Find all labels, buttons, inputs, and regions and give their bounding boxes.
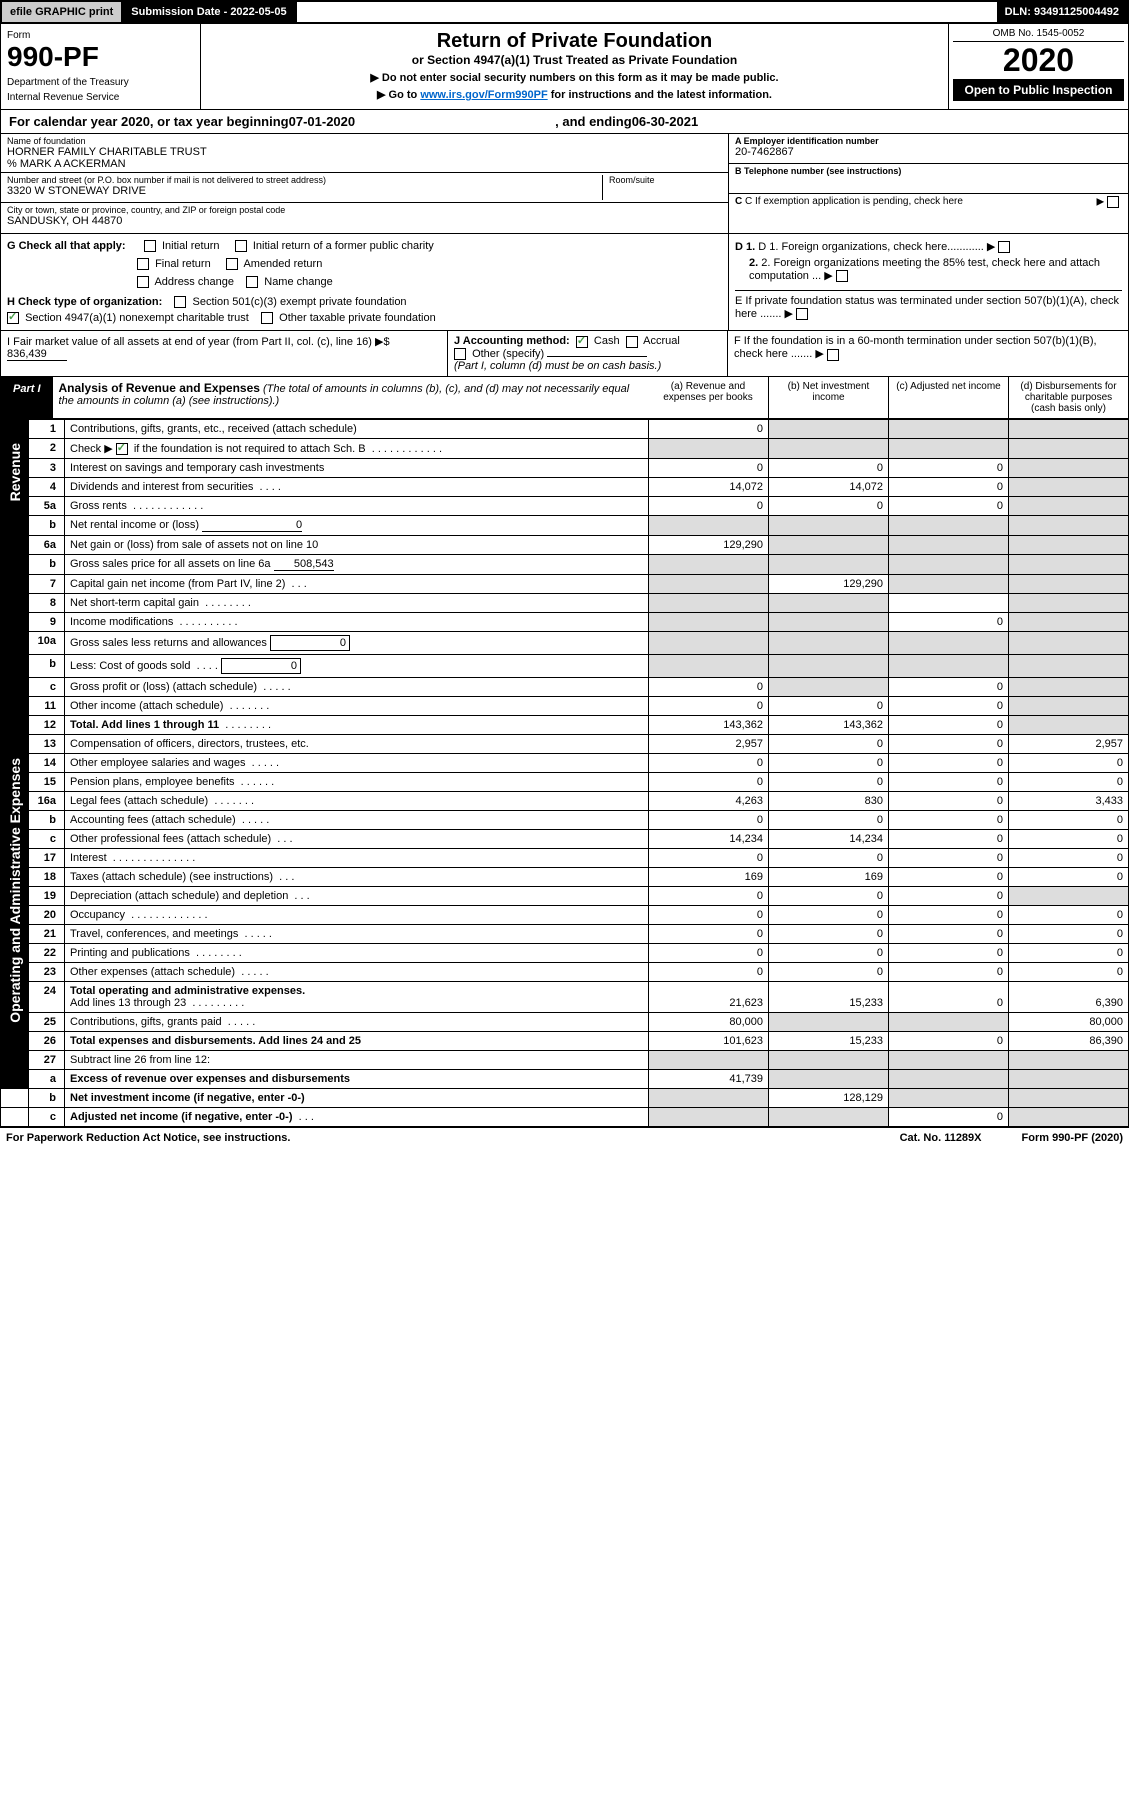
city-state-zip: SANDUSKY, OH 44870 [7, 215, 722, 227]
part1-label: Part I [1, 377, 53, 418]
part1-table: Revenue 1Contributions, gifts, grants, e… [0, 419, 1129, 1127]
cash-checkbox[interactable] [576, 336, 588, 348]
col-b-header: (b) Net investment income [768, 377, 888, 418]
h-label: H Check type of organization: [7, 296, 162, 308]
form-number: 990-PF [7, 41, 194, 73]
part1-title: Analysis of Revenue and Expenses [59, 381, 260, 395]
amended-return-checkbox[interactable] [226, 258, 238, 270]
g-label: G Check all that apply: [7, 240, 126, 252]
ssn-warning: ▶ Do not enter social security numbers o… [207, 71, 942, 84]
4947-checkbox[interactable] [7, 312, 19, 324]
d2-checkbox[interactable] [836, 270, 848, 282]
cat-number: Cat. No. 11289X [900, 1132, 982, 1144]
final-return-checkbox[interactable] [137, 258, 149, 270]
address-change-checkbox[interactable] [137, 276, 149, 288]
efile-print-button[interactable]: efile GRAPHIC print [2, 2, 123, 22]
goto-link-line: ▶ Go to www.irs.gov/Form990PF for instru… [207, 88, 942, 101]
f-label: F If the foundation is in a 60-month ter… [734, 335, 1097, 360]
page-footer: For Paperwork Reduction Act Notice, see … [0, 1127, 1129, 1148]
exemption-pending: C C If exemption application is pending,… [735, 196, 963, 207]
name-change-checkbox[interactable] [246, 276, 258, 288]
ein: 20-7462867 [735, 146, 1122, 158]
fmv-section: I Fair market value of all assets at end… [0, 331, 1129, 376]
omb-number: OMB No. 1545-0052 [953, 28, 1124, 42]
form-label: Form [7, 30, 194, 41]
schb-checkbox[interactable] [116, 443, 128, 455]
irs-link[interactable]: www.irs.gov/Form990PF [420, 89, 547, 101]
d1-checkbox[interactable] [998, 241, 1010, 253]
foundation-name-label: Name of foundation [7, 136, 722, 146]
initial-return-checkbox[interactable] [144, 240, 156, 252]
room-label: Room/suite [609, 175, 722, 185]
form-ref: Form 990-PF (2020) [1022, 1132, 1123, 1144]
cash-basis-note: (Part I, column (d) must be on cash basi… [454, 360, 661, 372]
revenue-label: Revenue [7, 423, 23, 521]
exemption-checkbox[interactable] [1107, 196, 1119, 208]
fmv-label: I Fair market value of all assets at end… [7, 336, 390, 348]
address-label: Number and street (or P.O. box number if… [7, 175, 602, 185]
e-checkbox[interactable] [796, 308, 808, 320]
part1-header: Part I Analysis of Revenue and Expenses … [0, 377, 1129, 419]
d2-label: 2. Foreign organizations meeting the 85%… [749, 257, 1100, 282]
d1-label: D 1. Foreign organizations, check here..… [758, 241, 984, 253]
col-c-header: (c) Adjusted net income [888, 377, 1008, 418]
other-taxable-checkbox[interactable] [261, 312, 273, 324]
foundation-name: HORNER FAMILY CHARITABLE TRUST [7, 146, 722, 158]
dept-treasury: Department of the Treasury [7, 77, 194, 88]
calendar-year-row: For calendar year 2020, or tax year begi… [0, 110, 1129, 134]
city-label: City or town, state or province, country… [7, 205, 722, 215]
dln: DLN: 93491125004492 [997, 2, 1127, 22]
street-address: 3320 W STONEWAY DRIVE [7, 185, 602, 197]
form-subtitle: or Section 4947(a)(1) Trust Treated as P… [207, 53, 942, 67]
col-d-header: (d) Disbursements for charitable purpose… [1008, 377, 1128, 418]
501c3-checkbox[interactable] [174, 296, 186, 308]
other-method-checkbox[interactable] [454, 348, 466, 360]
f-checkbox[interactable] [827, 349, 839, 361]
fmv-value: 836,439 [7, 348, 67, 361]
irs: Internal Revenue Service [7, 92, 194, 103]
public-inspection: Open to Public Inspection [953, 79, 1124, 101]
ein-label: A Employer identification number [735, 136, 1122, 146]
expenses-label: Operating and Administrative Expenses [7, 738, 23, 1043]
paperwork-notice: For Paperwork Reduction Act Notice, see … [6, 1132, 290, 1144]
topbar: efile GRAPHIC print Submission Date - 20… [0, 0, 1129, 24]
care-of: % MARK A ACKERMAN [7, 158, 722, 170]
e-label: E If private foundation status was termi… [735, 295, 1119, 320]
col-a-header: (a) Revenue and expenses per books [648, 377, 768, 418]
phone-label: B Telephone number (see instructions) [735, 166, 1122, 176]
tax-year: 2020 [953, 42, 1124, 79]
form-title: Return of Private Foundation [207, 30, 942, 53]
initial-public-checkbox[interactable] [235, 240, 247, 252]
check-section: G Check all that apply: Initial return I… [0, 234, 1129, 331]
accrual-checkbox[interactable] [626, 336, 638, 348]
submission-date: Submission Date - 2022-05-05 [123, 2, 296, 22]
form-header: Form 990-PF Department of the Treasury I… [0, 24, 1129, 110]
j-label: J Accounting method: [454, 335, 570, 347]
entity-info: Name of foundation HORNER FAMILY CHARITA… [0, 134, 1129, 234]
